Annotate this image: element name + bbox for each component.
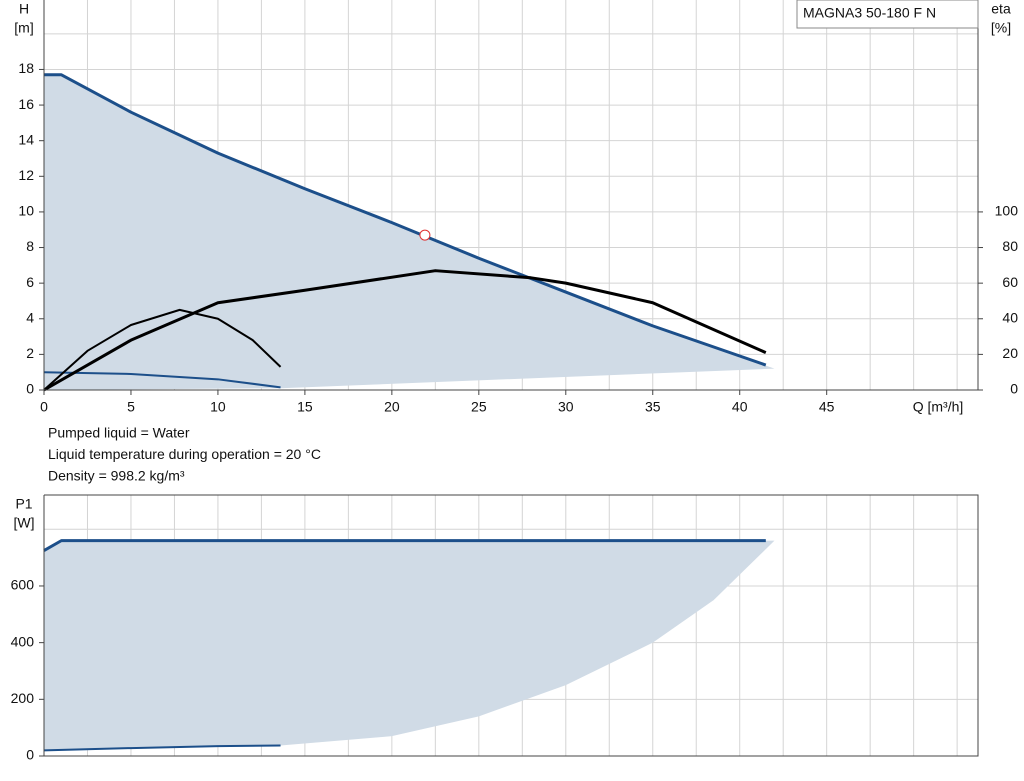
y-axis-label: H	[19, 1, 29, 17]
x-axis-label: Q [m³/h]	[913, 399, 964, 415]
y-axis-label: P1	[15, 496, 32, 512]
y-tick-label: 200	[11, 690, 35, 706]
y-tick-label: 2	[26, 345, 34, 361]
y2-tick-label: 80	[1002, 238, 1018, 254]
y-tick-label: 14	[18, 131, 34, 147]
x-tick-label: 5	[127, 399, 135, 415]
y2-axis-label: eta	[991, 1, 1011, 17]
title-box	[796, 0, 979, 29]
y-axis-label: [m]	[14, 20, 33, 36]
x-tick-label: 30	[558, 399, 574, 415]
x-tick-label: 20	[384, 399, 400, 415]
annotation: Liquid temperature during operation = 20…	[48, 446, 321, 462]
annotation: Pumped liquid = Water	[48, 425, 190, 441]
curve	[43, 371, 281, 389]
y-tick-label: 16	[18, 96, 34, 112]
curve	[43, 269, 767, 392]
y-tick-label: 0	[26, 747, 34, 763]
y-tick-label: 8	[26, 238, 34, 254]
plot-frame	[43, 0, 979, 391]
x-tick-label: 35	[645, 399, 661, 415]
x-tick-label: 45	[819, 399, 835, 415]
curve	[43, 308, 282, 391]
y2-tick-label: 40	[1002, 309, 1018, 325]
y-tick-label: 10	[18, 203, 34, 219]
y2-tick-label: 0	[1010, 381, 1018, 397]
x-tick-label: 0	[40, 399, 48, 415]
y-tick-label: 600	[11, 577, 35, 593]
chart-title: MAGNA3 50-180 F N	[803, 5, 936, 21]
y2-tick-label: 60	[1002, 274, 1018, 290]
operating-area	[44, 74, 775, 390]
y-tick-label: 12	[18, 167, 34, 183]
duty-point	[419, 229, 431, 241]
y2-tick-label: 20	[1002, 345, 1018, 361]
y-axis-label: [W]	[14, 515, 35, 531]
y-tick-label: 18	[18, 60, 34, 76]
annotation: Density = 998.2 kg/m³	[48, 468, 185, 484]
y-tick-label: 400	[11, 633, 35, 649]
y2-axis-label: [%]	[991, 20, 1011, 36]
y-tick-label: 6	[26, 274, 34, 290]
plot-frame	[43, 494, 979, 757]
x-tick-label: 25	[471, 399, 487, 415]
curve	[43, 539, 766, 552]
x-tick-label: 10	[210, 399, 226, 415]
curve	[44, 73, 767, 367]
y-tick-label: 0	[26, 381, 34, 397]
y2-tick-label: 100	[995, 203, 1019, 219]
curve	[43, 744, 281, 752]
x-tick-label: 15	[297, 399, 313, 415]
operating-area	[44, 540, 775, 751]
y-tick-label: 4	[26, 309, 34, 325]
x-tick-label: 40	[732, 399, 748, 415]
